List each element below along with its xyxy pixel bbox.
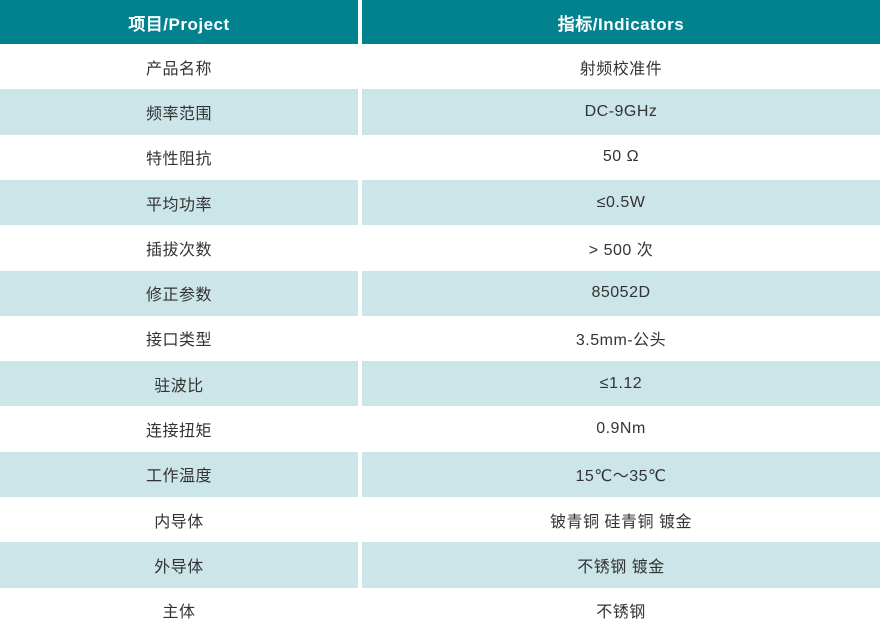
project-cell: 插拔次数 (0, 225, 358, 271)
project-cell: 工作温度 (0, 451, 358, 498)
indicator-cell: 3.5mm-公头 (362, 315, 880, 362)
indicator-cell: 85052D (362, 270, 880, 316)
project-cell: 特性阻抗 (0, 134, 358, 180)
header-cell-project: 项目/Project (0, 0, 358, 44)
project-cell: 外导体 (0, 542, 358, 588)
project-cell: 频率范围 (0, 89, 358, 135)
project-cell: 修正参数 (0, 270, 358, 316)
project-cell: 驻波比 (0, 361, 358, 407)
project-cell: 接口类型 (0, 315, 358, 362)
project-cell: 主体 (0, 587, 358, 633)
indicator-cell: 15℃～35℃ (362, 451, 880, 498)
project-cell: 连接扭矩 (0, 406, 358, 452)
indicator-cell: 50 Ω (362, 134, 880, 180)
project-cell: 内导体 (0, 497, 358, 543)
indicator-cell: ≤0.5W (362, 179, 880, 226)
indicator-cell: 射频校准件 (362, 44, 880, 90)
indicator-cell: 铍青铜 硅青铜 镀金 (362, 497, 880, 543)
project-cell: 产品名称 (0, 44, 358, 90)
indicator-cell: 不锈钢 镀金 (362, 542, 880, 588)
indicator-cell: 0.9Nm (362, 406, 880, 452)
indicator-cell: ≤1.12 (362, 361, 880, 407)
indicator-cell: 不锈钢 (362, 587, 880, 633)
indicator-cell: > 500 次 (362, 225, 880, 271)
indicator-cell: DC-9GHz (362, 89, 880, 135)
header-cell-indicators: 指标/Indicators (362, 0, 880, 44)
project-cell: 平均功率 (0, 179, 358, 226)
